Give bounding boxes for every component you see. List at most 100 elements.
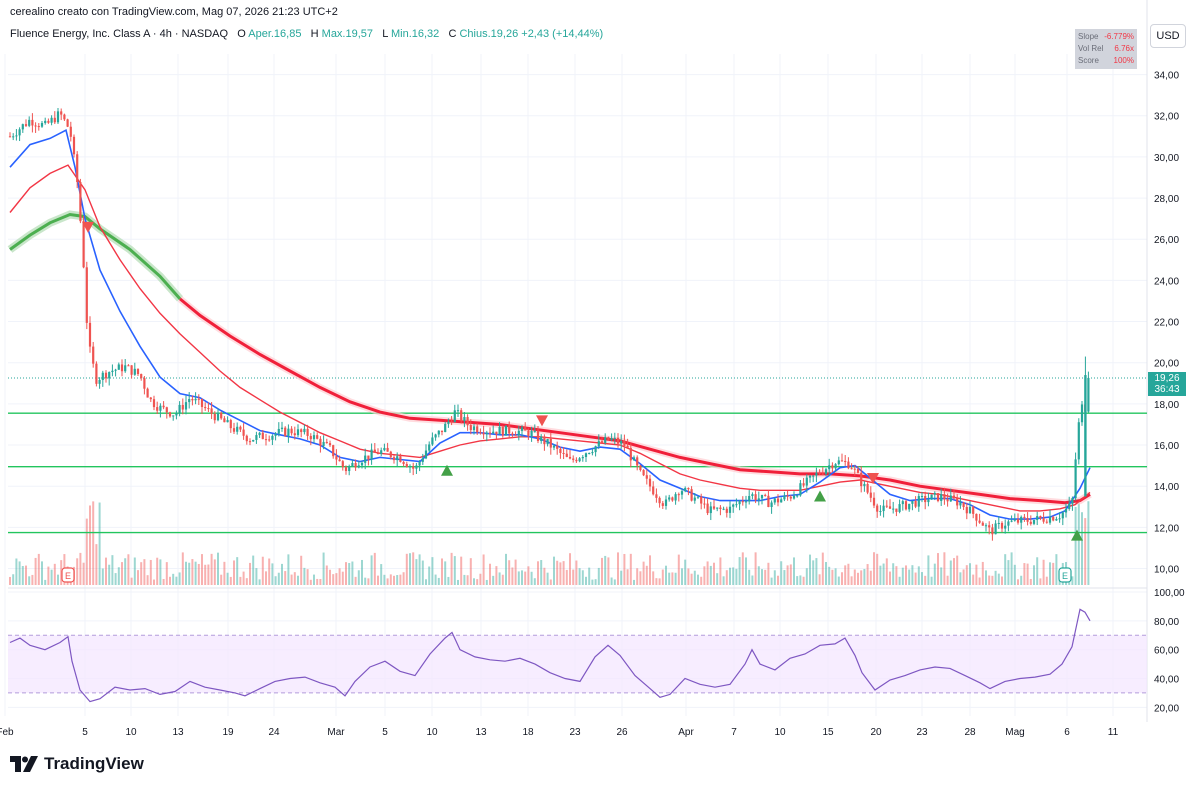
candle-body <box>114 369 117 371</box>
moving-averages <box>7 129 1092 520</box>
volume-bar <box>105 557 107 585</box>
volume-bar <box>869 570 872 585</box>
candle-body <box>821 473 824 475</box>
candle-body <box>850 468 853 470</box>
candle-body <box>751 494 754 497</box>
candle-body <box>818 472 821 474</box>
candle-body <box>687 487 690 490</box>
candle-body <box>696 496 700 498</box>
candle-body <box>24 124 28 126</box>
volume-bar <box>799 575 802 585</box>
volume-bar <box>255 568 258 585</box>
volume-bar <box>181 552 184 585</box>
volume-bar <box>818 574 821 585</box>
candle-body <box>1026 518 1029 522</box>
candle-body <box>229 420 232 429</box>
volume-bar <box>351 561 354 585</box>
candle-body <box>79 182 82 222</box>
candle-body <box>95 363 98 384</box>
candle-body <box>495 431 498 435</box>
volume-bar <box>578 568 581 585</box>
candle-body <box>578 458 581 462</box>
volume-bar <box>60 560 63 585</box>
tradingview-logo-icon <box>10 756 38 772</box>
price-tick-label: 16,00 <box>1154 441 1179 452</box>
candle-body <box>412 466 415 469</box>
candle-body <box>66 119 69 127</box>
candle-body <box>604 437 607 443</box>
volume-bar <box>300 555 303 585</box>
candle-body <box>319 438 322 446</box>
volume-bar <box>860 570 863 585</box>
candle-body <box>594 446 597 453</box>
candle-body <box>117 364 120 370</box>
currency-button[interactable]: USD <box>1150 24 1186 48</box>
volume-bar <box>1036 557 1039 585</box>
volume-bar <box>239 576 242 585</box>
volume-bar <box>988 575 991 585</box>
candle-body <box>847 461 850 469</box>
volume-bar <box>306 569 309 585</box>
candle-body <box>968 506 972 514</box>
volume-bar <box>633 579 635 585</box>
volume-bar <box>533 578 536 585</box>
volume-bar <box>287 554 290 585</box>
candle-body <box>767 495 770 508</box>
volume-bar <box>639 571 642 585</box>
volume-bar <box>245 578 248 585</box>
candle-body <box>901 501 904 505</box>
candle-body <box>668 497 671 500</box>
candle-body <box>328 443 332 446</box>
last-price-value: 19,26 <box>1154 372 1180 384</box>
candle-body <box>437 430 440 435</box>
volume-bar <box>309 579 312 585</box>
candle-body <box>149 397 152 400</box>
volume-bar <box>1001 576 1003 585</box>
candle-body <box>511 433 514 435</box>
volume-bar <box>505 553 507 585</box>
rsi-tick-label: 100,00 <box>1154 588 1185 599</box>
volume-bar <box>1004 554 1007 585</box>
candle-body <box>610 438 613 440</box>
candle-body <box>450 421 453 423</box>
candle-body <box>805 477 808 486</box>
price-axis[interactable]: 34,00 32,00 30,00 28,00 26,00 24,00 22,00 20,00… <box>1154 71 1179 576</box>
volume-bar <box>44 579 47 585</box>
tradingview-logo[interactable]: TradingView <box>10 754 144 774</box>
volume-bar <box>447 576 450 585</box>
candle-body <box>978 520 981 523</box>
symbol-legend[interactable]: Fluence Energy, Inc. Class A · 4h · NASD… <box>10 28 603 40</box>
candle-body <box>773 498 776 503</box>
candle-body <box>831 465 834 469</box>
candle-body <box>252 439 255 442</box>
candle-body <box>581 457 584 459</box>
time-tick-label: 26 <box>616 727 628 738</box>
candle-body <box>802 483 805 486</box>
candle-body <box>524 427 527 431</box>
candle-body <box>815 472 818 476</box>
volume-bar <box>402 572 405 585</box>
candle-body <box>335 456 338 460</box>
volume-bar <box>322 552 325 585</box>
volume-bar <box>396 575 399 585</box>
candle-body <box>591 452 594 454</box>
candle-body <box>255 435 258 440</box>
volume-bar <box>111 555 114 585</box>
volume-bar <box>1029 578 1032 585</box>
time-tick-label: 24 <box>268 727 280 738</box>
time-axis[interactable]: Feb 5 10 13 19 24 Mar 5 10 13 18 23 26 Apr 7 10 15 20 23 28… <box>0 727 1119 738</box>
high-label: H <box>310 28 319 40</box>
volume-bar <box>297 575 299 585</box>
time-tick-label: 18 <box>522 727 534 738</box>
candle-body <box>620 440 623 444</box>
candle-body <box>50 117 53 123</box>
candle-body <box>460 410 463 421</box>
volume-bar <box>236 557 239 585</box>
candle-body <box>191 399 194 401</box>
volume-bar <box>729 567 731 585</box>
candle-body <box>367 455 370 460</box>
candle-body <box>572 458 575 460</box>
candle-body <box>709 506 712 514</box>
price-tick-label: 26,00 <box>1154 235 1179 246</box>
